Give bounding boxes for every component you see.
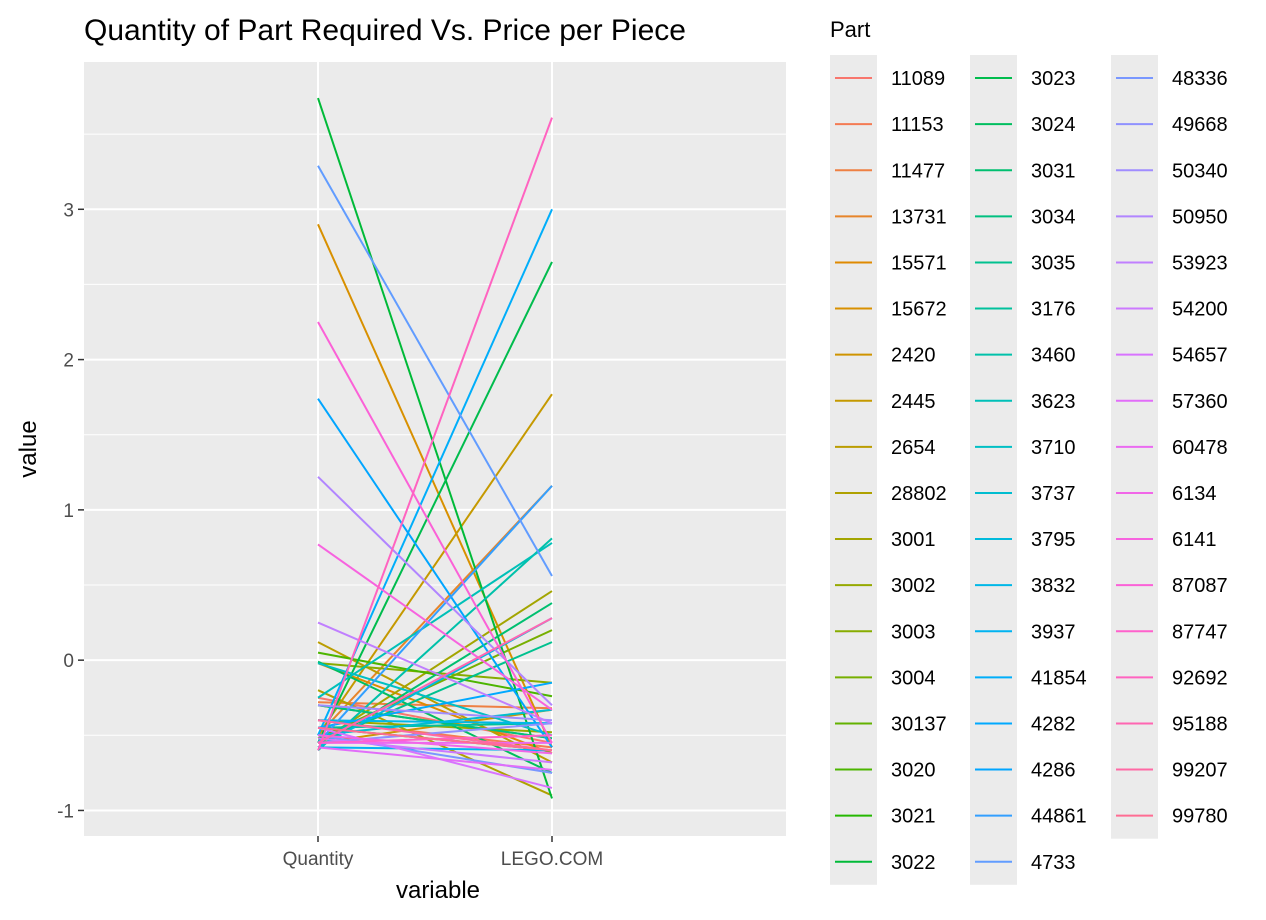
legend-label: 87087	[1172, 575, 1228, 597]
legend-label: 28802	[891, 483, 947, 505]
legend-label: 87747	[1172, 621, 1228, 643]
series-line-95188	[317, 617, 553, 744]
legend-label: 54657	[1172, 345, 1228, 367]
legend-label: 3023	[1031, 68, 1076, 90]
legend-label: 3035	[1031, 252, 1076, 274]
series-line-3023	[317, 261, 553, 744]
x-axis: Quantity LEGO.COM	[283, 836, 603, 870]
chart-title: Quantity of Part Required Vs. Price per …	[84, 14, 686, 47]
legend-label: 2445	[891, 391, 936, 413]
legend-label: 3623	[1031, 391, 1076, 413]
legend-label: 3034	[1031, 206, 1076, 228]
y-axis: -1 0 1 2 3	[57, 200, 84, 822]
series-line-4733	[317, 165, 553, 577]
legend-label: 3031	[1031, 160, 1076, 182]
legend-label: 6141	[1172, 529, 1217, 551]
series-line-6141	[317, 543, 553, 711]
y-tick-label: -1	[57, 801, 74, 822]
legend-label: 44861	[1031, 806, 1087, 828]
legend-label: 2420	[891, 345, 936, 367]
series-line-92692	[317, 117, 553, 751]
legend-label: 15571	[891, 252, 947, 274]
y-axis-label: value	[15, 420, 42, 477]
legend-label: 3024	[1031, 114, 1076, 136]
legend-label: 3737	[1031, 483, 1076, 505]
legend-label: 99780	[1172, 806, 1228, 828]
y-tick-label: 2	[63, 351, 74, 372]
series-line-6134	[317, 734, 553, 755]
legend-label: 4733	[1031, 852, 1076, 874]
legend-label: 3003	[891, 621, 936, 643]
series-line-3623	[317, 542, 553, 699]
legend-label: 95188	[1172, 713, 1228, 735]
legend-label: 3832	[1031, 575, 1076, 597]
legend-label: 30137	[891, 713, 947, 735]
series-line-3024	[317, 660, 553, 774]
series-line-99780	[317, 726, 553, 752]
legend-key-column	[970, 55, 1017, 885]
legend-label: 3176	[1031, 299, 1076, 321]
legend-label: 57360	[1172, 391, 1228, 413]
legend-label: 3021	[891, 806, 936, 828]
legend-label: 4286	[1031, 760, 1076, 782]
legend-label: 3004	[891, 667, 936, 689]
series-line-87087	[317, 321, 553, 744]
y-tick-label: 1	[63, 501, 74, 522]
series-line-3031	[317, 602, 553, 749]
series-line-99207	[317, 719, 553, 752]
legend-label: 3022	[891, 852, 936, 874]
legend-label: 92692	[1172, 667, 1228, 689]
legend-label: 11089	[891, 68, 945, 90]
legend-label: 3795	[1031, 529, 1076, 551]
series-line-57360	[317, 746, 553, 771]
series-line-49668	[317, 722, 553, 744]
legend-label: 99207	[1172, 760, 1228, 782]
series-line-3460	[317, 537, 553, 752]
legend-label: 53923	[1172, 252, 1228, 274]
legend-label: 49668	[1172, 114, 1228, 136]
legend-label: 2654	[891, 437, 936, 459]
legend-label: 15672	[891, 299, 947, 321]
x-tick-label: LEGO.COM	[501, 849, 603, 870]
legend-label: 11153	[891, 114, 944, 136]
grid-major	[84, 62, 786, 836]
legend-label: 41854	[1031, 667, 1087, 689]
legend-label: 13731	[891, 206, 947, 228]
legend-title: Part	[830, 17, 870, 42]
series-line-2445	[317, 393, 553, 736]
legend-label: 3710	[1031, 437, 1076, 459]
series-line-15672	[317, 223, 553, 748]
series-line-3001	[317, 590, 553, 744]
series-line-4286	[317, 398, 553, 748]
series-line-11089	[317, 696, 553, 744]
legend-label: 6134	[1172, 483, 1217, 505]
legend-label: 3460	[1031, 345, 1076, 367]
y-tick-label: 0	[63, 651, 74, 672]
x-axis-label: variable	[396, 877, 480, 904]
legend-label: 3002	[891, 575, 936, 597]
series-line-53923	[317, 621, 553, 725]
series-line-50340	[317, 704, 553, 722]
series-line-50950	[317, 476, 553, 706]
legend-key-column	[830, 55, 877, 885]
legend-label: 11477	[891, 160, 945, 182]
y-tick-label: 3	[63, 200, 74, 221]
legend-label: 54200	[1172, 299, 1228, 321]
legend-label: 48336	[1172, 68, 1228, 90]
legend-label: 3001	[891, 529, 936, 551]
legend-label: 4282	[1031, 713, 1076, 735]
legend-label: 50950	[1172, 206, 1228, 228]
series-line-44861	[317, 485, 553, 744]
x-tick-label: Quantity	[283, 849, 354, 870]
legend-label: 60478	[1172, 437, 1228, 459]
legend-label: 3937	[1031, 621, 1076, 643]
legend-label: 3020	[891, 760, 936, 782]
legend-label: 50340	[1172, 160, 1228, 182]
legend: Part 11089 11153 11477 13731 15571 15672 2420 2…	[830, 17, 1228, 885]
series-lines	[317, 97, 553, 799]
